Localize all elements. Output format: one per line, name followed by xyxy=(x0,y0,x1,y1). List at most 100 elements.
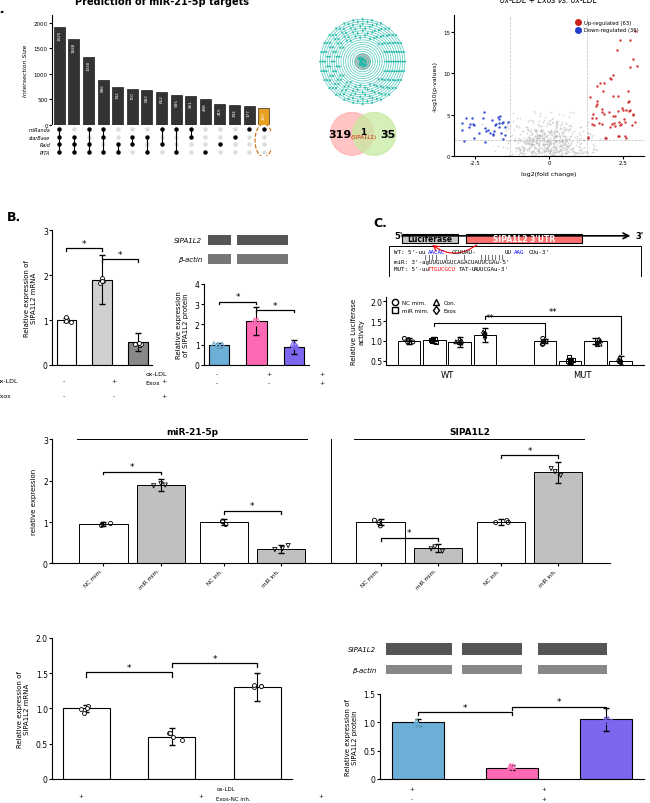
Point xyxy=(571,139,581,152)
Point xyxy=(628,53,638,66)
Point xyxy=(610,121,620,134)
Point xyxy=(480,123,491,136)
Point xyxy=(590,100,601,113)
Point xyxy=(481,125,491,138)
Point xyxy=(545,146,555,159)
Point xyxy=(552,126,562,139)
Text: 415: 415 xyxy=(218,108,222,115)
Point xyxy=(561,135,571,148)
Ellipse shape xyxy=(380,86,382,88)
Point xyxy=(555,130,566,143)
Point xyxy=(604,106,614,119)
Point xyxy=(530,136,540,149)
Point xyxy=(564,131,575,144)
Point xyxy=(566,130,576,143)
Ellipse shape xyxy=(342,47,345,50)
Point xyxy=(515,144,526,157)
Point xyxy=(519,142,529,155)
Point xyxy=(399,332,410,345)
Point xyxy=(546,145,556,157)
Point xyxy=(524,137,534,150)
Point xyxy=(136,339,146,352)
Point xyxy=(554,131,564,144)
Point xyxy=(567,143,578,156)
Point xyxy=(513,141,523,154)
Point xyxy=(430,333,440,346)
Point xyxy=(168,731,179,744)
Point xyxy=(62,314,72,327)
Point xyxy=(519,141,530,154)
Point xyxy=(518,125,528,138)
Point xyxy=(218,516,228,528)
Point xyxy=(543,139,554,152)
Point xyxy=(554,142,564,155)
Point xyxy=(478,112,489,125)
Ellipse shape xyxy=(391,79,395,82)
Point xyxy=(544,128,554,141)
Point xyxy=(531,127,541,140)
Point xyxy=(478,327,489,340)
Ellipse shape xyxy=(391,43,395,45)
Point xyxy=(551,143,561,156)
Point xyxy=(564,140,575,153)
Bar xyxy=(448,342,471,381)
Bar xyxy=(392,722,443,779)
Point xyxy=(544,147,554,160)
Bar xyxy=(63,708,110,779)
Point xyxy=(574,134,584,147)
Point xyxy=(554,132,565,145)
Point xyxy=(488,129,499,142)
Point xyxy=(567,146,578,159)
Point xyxy=(556,149,566,162)
Ellipse shape xyxy=(328,67,332,68)
Text: AAG: AAG xyxy=(514,250,525,255)
Point xyxy=(526,128,537,141)
Ellipse shape xyxy=(338,57,341,59)
FancyBboxPatch shape xyxy=(386,665,452,675)
Point xyxy=(539,128,549,141)
Bar xyxy=(54,27,65,125)
Point xyxy=(526,124,536,137)
Point xyxy=(411,718,421,731)
Point xyxy=(570,146,580,159)
Text: +: + xyxy=(409,786,414,791)
Point xyxy=(523,116,533,128)
Ellipse shape xyxy=(402,52,406,54)
Point xyxy=(510,143,521,156)
Point xyxy=(556,149,566,161)
Point xyxy=(614,131,624,144)
Text: *: * xyxy=(556,697,561,707)
Ellipse shape xyxy=(392,62,395,63)
Point xyxy=(532,138,542,151)
Bar xyxy=(92,280,112,365)
Ellipse shape xyxy=(384,51,386,54)
Ellipse shape xyxy=(374,92,376,95)
Point xyxy=(567,144,578,157)
Point xyxy=(533,145,543,157)
Ellipse shape xyxy=(359,85,361,88)
Point xyxy=(625,105,636,118)
Point xyxy=(568,150,578,163)
Point xyxy=(512,137,523,150)
Point xyxy=(105,517,116,530)
Point xyxy=(543,136,553,149)
Point xyxy=(542,117,552,130)
Point xyxy=(505,131,515,144)
Point xyxy=(561,131,571,144)
Point xyxy=(556,149,567,162)
Point xyxy=(564,351,574,364)
Point xyxy=(551,130,562,143)
Bar xyxy=(185,97,196,125)
Ellipse shape xyxy=(388,94,390,97)
Point xyxy=(558,137,568,149)
Point xyxy=(98,518,109,531)
Text: CCUUAU-: CCUUAU- xyxy=(451,250,476,255)
Ellipse shape xyxy=(346,82,348,84)
Point xyxy=(565,143,575,156)
Point xyxy=(627,119,637,132)
Ellipse shape xyxy=(367,100,369,104)
Ellipse shape xyxy=(326,43,329,45)
Point xyxy=(220,519,231,532)
Text: *: * xyxy=(462,703,467,712)
Point xyxy=(468,119,478,132)
